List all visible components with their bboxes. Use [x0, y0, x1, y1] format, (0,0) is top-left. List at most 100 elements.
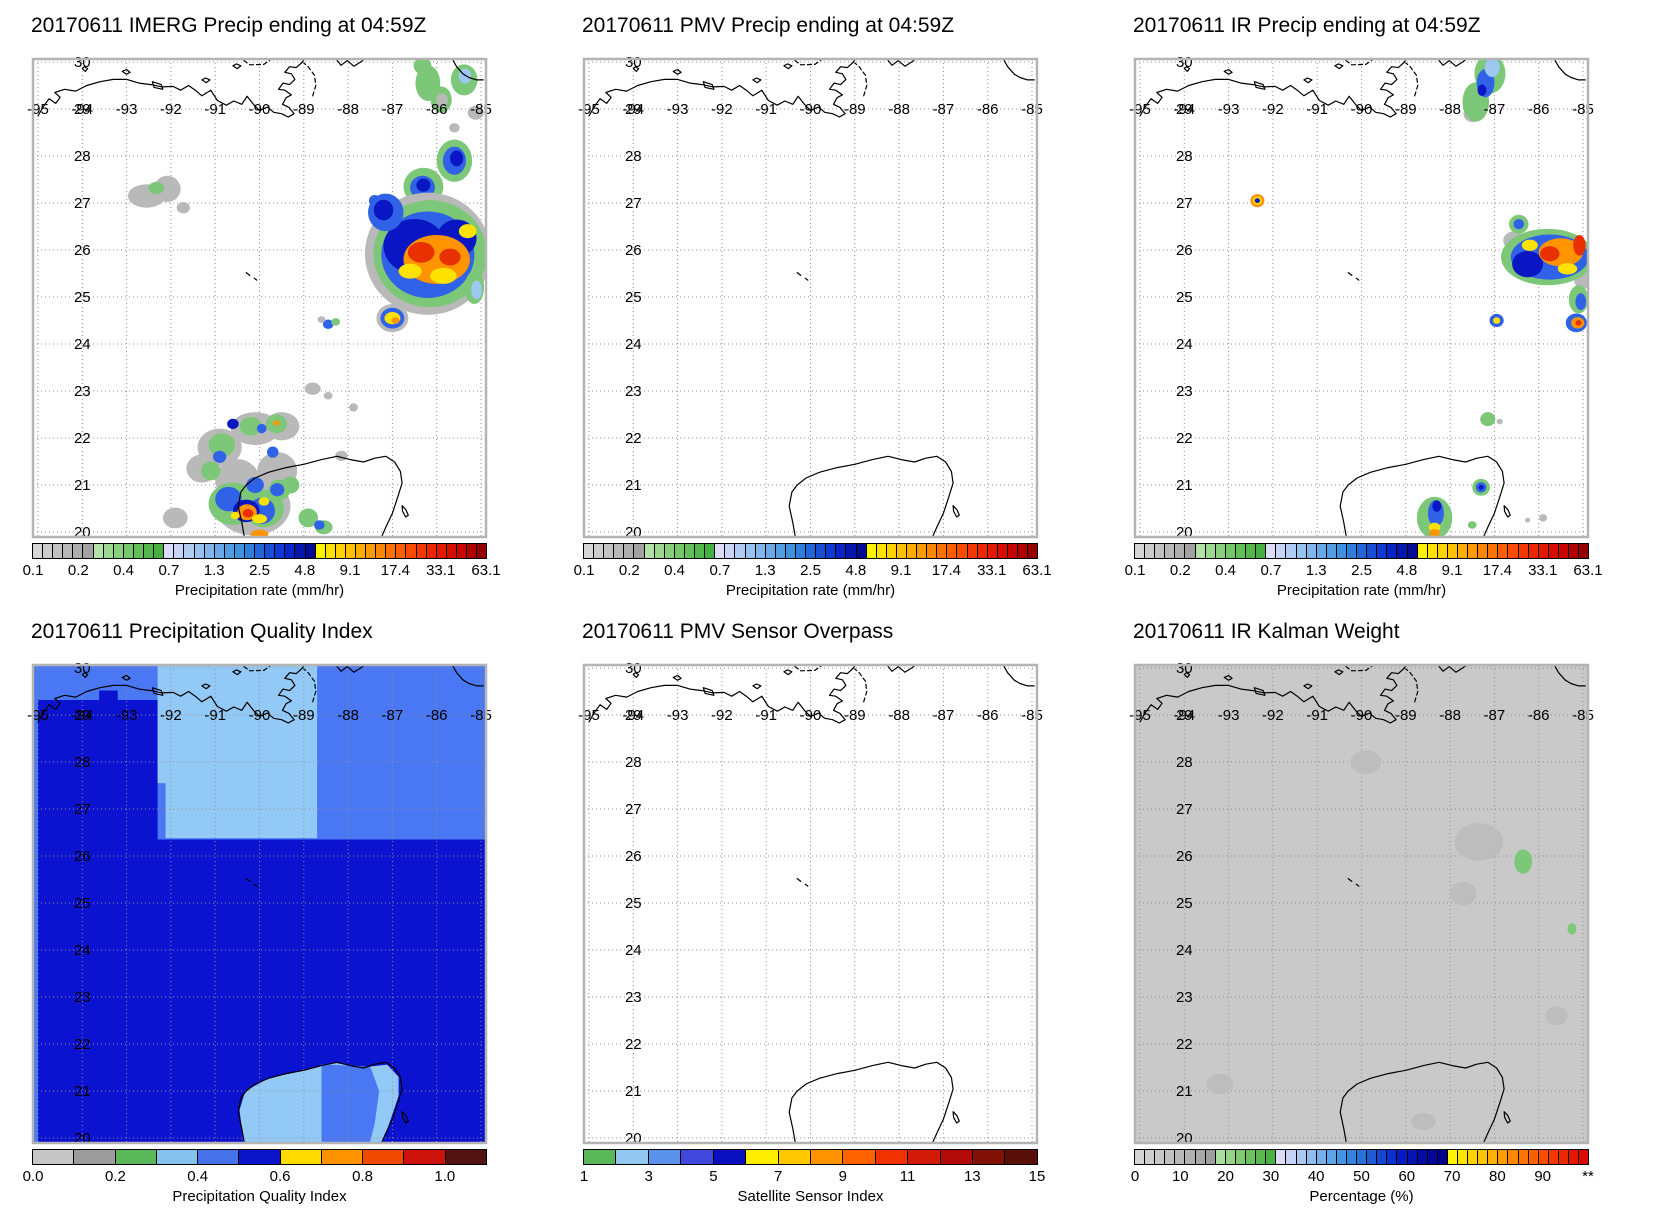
colorbar-cell — [1276, 1150, 1286, 1164]
colorbar-cell — [1326, 544, 1336, 558]
colorbar-cell — [987, 544, 997, 558]
lon-label: -87 — [1484, 101, 1506, 118]
panel-title: 20170611 PMV Sensor Overpass — [582, 620, 894, 643]
colorbar-cell — [876, 544, 886, 558]
lon-label: -86 — [1528, 101, 1550, 118]
lat-label: 28 — [74, 754, 91, 771]
lat-label: 26 — [625, 242, 642, 259]
pqi-colorbar-caption: Precipitation Quality Index — [172, 1188, 347, 1205]
colorbar-cell — [1488, 544, 1498, 558]
lat-label: 28 — [1176, 148, 1193, 165]
colorbar-cell — [1468, 544, 1478, 558]
colorbar-cell — [1316, 1150, 1326, 1164]
lon-label: -93 — [667, 707, 689, 724]
colorbar-cell — [144, 544, 154, 558]
sensor-colorbar-caption: Satellite Sensor Index — [737, 1188, 884, 1205]
lon-label: -87 — [382, 101, 404, 118]
panel-ir-precip: 20170611 IR Precip ending at 04:59Z 0.1 0… — [1102, 0, 1653, 606]
field-base — [1135, 665, 1588, 1143]
lon-label: -87 — [933, 101, 955, 118]
colorbar-cell — [1215, 544, 1225, 558]
colorbar-cell — [715, 544, 725, 558]
lon-label: -95 — [1129, 101, 1151, 118]
colorbar-cell — [1175, 544, 1185, 558]
colorbar-cell — [426, 544, 436, 558]
colorbar-cell — [1165, 544, 1175, 558]
colorbar-tick-label: 90 — [1534, 1168, 1552, 1185]
colorbar-cell — [234, 544, 244, 558]
colorbar-cell — [604, 544, 614, 558]
lon-label: -89 — [293, 101, 315, 118]
colorbar-cell — [1447, 1150, 1457, 1164]
colorbar-cell — [765, 544, 775, 558]
lat-label: 26 — [74, 848, 91, 865]
colorbar-cell — [477, 544, 487, 558]
lat-label: 21 — [625, 477, 642, 494]
lon-label: -86 — [1528, 707, 1550, 724]
colorbar-cell — [836, 544, 846, 558]
imerg-precip-map: -95 -94 -93 -92 -91 -90 -89 -88 -87 -86 -85 30 29 28 2… — [27, 54, 492, 541]
colorbar-cell — [1579, 544, 1589, 558]
colorbar-tick-label: 3 — [644, 1168, 653, 1185]
colorbar-cell — [1286, 544, 1296, 558]
colorbar-cell — [1518, 1150, 1528, 1164]
lon-label: -91 — [1306, 101, 1328, 118]
colorbar-tick-label: 4.8 — [1396, 562, 1418, 579]
lat-label: 22 — [1176, 430, 1193, 447]
colorbar-tick-label: 0.2 — [1169, 562, 1191, 579]
colorbar-tick-label: 0.7 — [158, 562, 180, 579]
colorbar-cell — [1468, 1150, 1478, 1164]
colorbar-cell — [295, 544, 305, 558]
colorbar-tick-label: 17.4 — [931, 562, 961, 579]
lon-label: -91 — [204, 707, 226, 724]
imerg-colorbar — [32, 543, 487, 559]
colorbar-cell — [886, 544, 896, 558]
colorbar-cell — [1377, 1150, 1387, 1164]
lon-label: -91 — [1306, 707, 1328, 724]
colorbar-cell — [315, 544, 325, 558]
colorbar-cell — [917, 544, 927, 558]
axis-tick-labels: -95 -94 -93 -92 -91 -90 -89 -88 -87 -86 -85 30 29 28 2… — [578, 660, 1043, 1147]
lat-label: 27 — [1176, 195, 1193, 212]
colorbar-cell — [775, 544, 785, 558]
colorbar-cell — [940, 1150, 973, 1164]
colorbar-tick-label: 0.0 — [22, 1168, 44, 1185]
colorbar-cell — [280, 1150, 321, 1164]
colorbar-cell — [335, 544, 345, 558]
colorbar-tick-label: 63.1 — [471, 562, 501, 579]
lon-label: -90 — [249, 101, 271, 118]
colorbar-cell — [1246, 1150, 1256, 1164]
lat-label: 30 — [74, 54, 91, 71]
colorbar-cell — [634, 544, 644, 558]
precip-data — [1250, 59, 1588, 537]
sensor-colorbar-labels: 1 3 5 7 9 11 13 15 — [580, 1168, 1046, 1186]
colorbar-cell — [1498, 1150, 1508, 1164]
coastlines — [1139, 59, 1586, 537]
colorbar-cell — [947, 544, 957, 558]
colorbar-cell — [1357, 544, 1367, 558]
imerg-colorbar-labels: 0.1 0.2 0.4 0.7 1.3 2.5 4.8 9.1 17.4 33.1 63.1 — [23, 562, 501, 580]
colorbar-cell — [255, 544, 265, 558]
colorbar-tick-label: 9 — [838, 1168, 847, 1185]
lon-label: -88 — [337, 101, 359, 118]
colorbar-cell — [83, 544, 93, 558]
lat-label: 25 — [1176, 289, 1193, 306]
lon-label: -88 — [888, 101, 910, 118]
colorbar-tick-label: 70 — [1443, 1168, 1461, 1185]
colorbar-tick-label: 9.1 — [339, 562, 361, 579]
lon-label: -91 — [204, 101, 226, 118]
colorbar-cell — [594, 544, 604, 558]
colorbar-cell — [1558, 544, 1569, 558]
lat-label: 26 — [625, 848, 642, 865]
colorbar-cell — [843, 1150, 875, 1164]
lat-label: 30 — [74, 660, 91, 677]
colorbar-cell — [445, 1150, 486, 1164]
colorbar-cell — [684, 544, 695, 558]
lat-label: 22 — [1176, 1036, 1193, 1053]
imerg-colorbar-caption: Precipitation rate (mm/hr) — [174, 582, 345, 599]
colorbar-cell — [957, 544, 967, 558]
colorbar-tick-label: 0.1 — [22, 562, 44, 579]
colorbar-tick-label: 20 — [1217, 1168, 1234, 1185]
colorbar-tick-label: 0.4 — [1215, 562, 1237, 579]
lat-label: 21 — [1176, 477, 1193, 494]
